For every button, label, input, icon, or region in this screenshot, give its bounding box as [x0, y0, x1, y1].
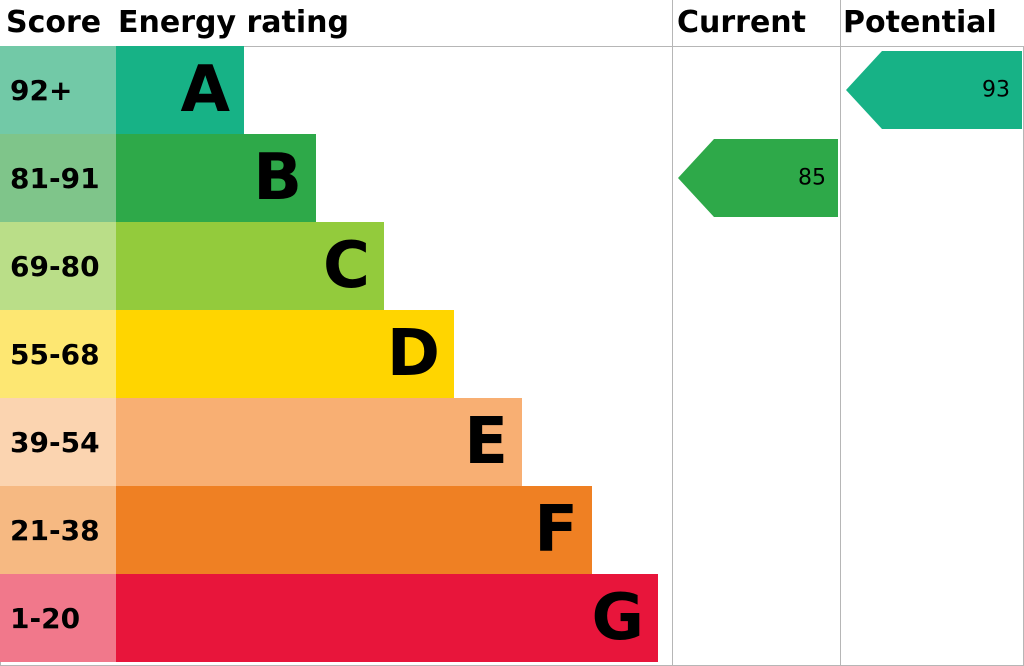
rating-bar-f: F [116, 486, 592, 574]
band-row-c: 69-80 C [0, 222, 1024, 310]
score-cell: 1-20 [0, 574, 116, 662]
rating-bar-a: A [116, 46, 244, 134]
rating-bar-c: C [116, 222, 384, 310]
header-row: Score Energy rating Current Potential [0, 0, 1024, 46]
energy-rating-chart: Score Energy rating Current Potential 92… [0, 0, 1024, 666]
rating-letter: D [387, 322, 440, 386]
band-row-g: 1-20 G [0, 574, 1024, 662]
rating-bar-g: G [116, 574, 658, 662]
score-cell: 92+ [0, 46, 116, 134]
band-row-f: 21-38 F [0, 486, 1024, 574]
rating-letter: G [591, 586, 644, 650]
pointer-current-value: 85 [798, 166, 826, 191]
band-row-d: 55-68 D [0, 310, 1024, 398]
score-cell: 21-38 [0, 486, 116, 574]
rating-letter: A [180, 58, 230, 122]
header-current: Current [672, 0, 840, 46]
score-cell: 69-80 [0, 222, 116, 310]
header-rating: Energy rating [116, 0, 672, 46]
rating-letter: E [464, 410, 508, 474]
header-potential: Potential [840, 0, 1024, 46]
band-row-e: 39-54 E [0, 398, 1024, 486]
score-cell: 39-54 [0, 398, 116, 486]
header-score: Score [0, 0, 116, 46]
pointer-current: 85 [678, 139, 838, 217]
rating-letter: B [253, 146, 302, 210]
rating-bar-d: D [116, 310, 454, 398]
rating-letter: F [534, 498, 578, 562]
score-cell: 55-68 [0, 310, 116, 398]
pointer-potential: 93 [846, 51, 1022, 129]
rating-bar-b: B [116, 134, 316, 222]
chart-body: 92+ A 81-91 B 69-80 C 55-68 D 39-54 [0, 46, 1024, 666]
pointer-potential-value: 93 [982, 78, 1010, 103]
rating-letter: C [323, 234, 370, 298]
score-cell: 81-91 [0, 134, 116, 222]
rating-bar-e: E [116, 398, 522, 486]
band-row-b: 81-91 B [0, 134, 1024, 222]
